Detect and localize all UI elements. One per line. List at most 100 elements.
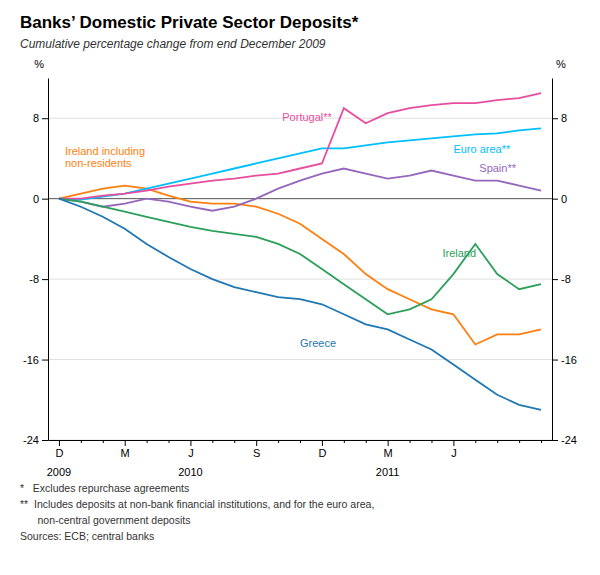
series-label: Ireland <box>442 247 476 259</box>
x-tick-mark <box>300 440 301 443</box>
x-tick-mark <box>410 440 411 443</box>
x-tick <box>541 440 542 443</box>
y2-tick-label: 8 <box>561 112 567 124</box>
series-label: Spain** <box>479 161 516 173</box>
y-tick-mark <box>42 360 48 361</box>
series-line <box>59 169 541 211</box>
series-label-line: Greece <box>300 337 336 349</box>
y-tick-label: 0 <box>33 193 39 205</box>
series-label-line: Euro area** <box>453 143 511 155</box>
chart-svg: Banks’ Domestic Private Sector Deposits*… <box>0 0 600 575</box>
x-tick <box>475 440 476 443</box>
y2-tick: -8 <box>552 273 571 285</box>
x-tick: D <box>318 440 326 459</box>
x-tick-label: D <box>318 447 326 459</box>
year-label: 2009 <box>47 466 71 478</box>
footnote: Sources: ECB; central banks <box>20 530 154 542</box>
subtitle: Cumulative percentage change from end De… <box>20 37 326 51</box>
x-tick-label: M <box>121 447 130 459</box>
plot: DMJSDMJ200920102011-24-16-808-24-16-808%… <box>23 58 577 478</box>
x-tick: M <box>384 440 393 459</box>
x-tick-mark <box>59 440 60 446</box>
x-tick: D <box>55 440 63 459</box>
x-tick <box>147 440 148 443</box>
footnote: ** Includes deposits at non-bank financi… <box>20 498 374 510</box>
year-label: 2010 <box>178 466 202 478</box>
x-tick: J <box>451 440 457 459</box>
x-tick <box>212 440 213 443</box>
y-tick-label: -24 <box>23 434 39 446</box>
zero-line <box>48 198 552 199</box>
y2-tick-mark <box>552 199 558 200</box>
series-label-line: Ireland including <box>65 145 145 157</box>
x-tick-mark <box>125 440 126 446</box>
y2-axis-label: % <box>556 58 566 70</box>
title: Banks’ Domestic Private Sector Deposits* <box>20 13 359 32</box>
y-tick: 8 <box>33 112 48 124</box>
x-tick-mark <box>234 440 235 443</box>
y2-tick-mark <box>552 118 558 119</box>
x-tick-mark <box>322 440 323 446</box>
y2-tick-label: -24 <box>561 434 577 446</box>
x-tick <box>431 440 432 443</box>
y-tick: 0 <box>33 193 48 205</box>
series-label: Euro area** <box>453 143 511 155</box>
x-tick: J <box>188 440 194 459</box>
y2-tick-mark <box>552 360 558 361</box>
y2-axis-line <box>552 79 553 441</box>
x-tick-mark <box>344 440 345 443</box>
x-tick <box>344 440 345 443</box>
x-tick-mark <box>190 440 191 446</box>
y2-tick-label: 0 <box>561 193 567 205</box>
x-tick <box>278 440 279 443</box>
y2-tick-mark <box>552 440 558 441</box>
series-label-line: Ireland <box>442 247 476 259</box>
x-tick-label: J <box>188 447 194 459</box>
y2-axis: -24 -16 -8 0 8 <box>552 79 577 447</box>
y-tick-label: 8 <box>33 112 39 124</box>
series-labels: Ireland includingnon-residentsSpain**Eur… <box>65 111 517 349</box>
series-line <box>59 93 541 199</box>
x-tick <box>81 440 82 443</box>
footnote: * Excludes repurchase agreements <box>20 482 189 494</box>
x-tick-label: D <box>55 447 63 459</box>
x-tick-mark <box>169 440 170 443</box>
x-tick-mark <box>453 440 454 446</box>
y-tick: -16 <box>23 354 48 366</box>
year-label: 2011 <box>376 466 400 478</box>
x-tick-mark <box>388 440 389 446</box>
y2-tick-mark <box>552 279 558 280</box>
y-tick-mark <box>42 199 48 200</box>
x-tick <box>169 440 170 443</box>
x-tick-mark <box>103 440 104 443</box>
x-axis: DMJSDMJ <box>49 440 553 459</box>
y-axis: -24 -16 -8 0 8 <box>23 79 48 447</box>
series-line <box>59 128 541 199</box>
y2-tick: -16 <box>552 354 577 366</box>
x-tick-mark <box>431 440 432 443</box>
series-label-line: Portugal** <box>282 111 332 123</box>
x-tick <box>300 440 301 443</box>
x-tick <box>366 440 367 443</box>
y-tick-mark <box>42 279 48 280</box>
series-label: Greece <box>300 337 336 349</box>
y-tick-mark <box>42 440 48 441</box>
x-tick <box>103 440 104 443</box>
series-label: Portugal** <box>282 111 332 123</box>
x-tick-mark <box>497 440 498 443</box>
grid-line <box>48 359 552 360</box>
x-tick <box>234 440 235 443</box>
y-tick: -24 <box>23 434 48 446</box>
y-tick-label: -8 <box>29 273 39 285</box>
x-tick-mark <box>278 440 279 443</box>
y2-tick: 0 <box>552 193 567 205</box>
x-tick <box>519 440 520 443</box>
x-tick-label: M <box>384 447 393 459</box>
footnote: non-central government deposits <box>20 514 190 526</box>
x-tick-mark <box>256 440 257 446</box>
x-tick: M <box>121 440 130 459</box>
x-tick-mark <box>212 440 213 443</box>
y2-tick-label: -8 <box>561 273 571 285</box>
x-tick-label: J <box>451 447 457 459</box>
series-label-line: Spain** <box>479 161 516 173</box>
